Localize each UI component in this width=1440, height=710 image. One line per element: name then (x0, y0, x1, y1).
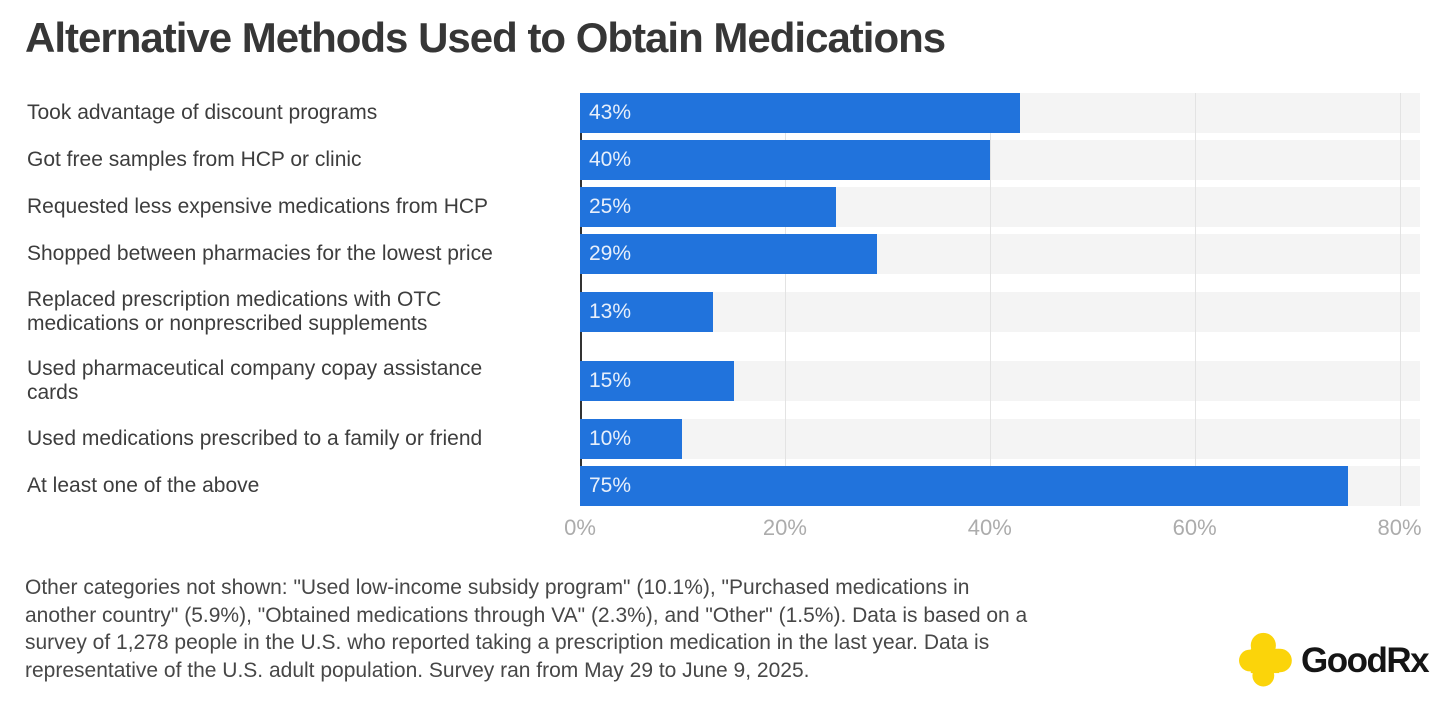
bar: 15% (580, 361, 734, 401)
bar: 43% (580, 93, 1021, 133)
footnote-line: another country" (5.9%), "Obtained medic… (25, 603, 1028, 627)
bar-track: 15% (580, 361, 1420, 401)
x-tick-label: 0% (564, 515, 596, 540)
bar-row: 29% (580, 234, 1420, 274)
category-label: Got free samples from HCP or clinic (27, 148, 362, 171)
category-label: Replaced prescription medications with O… (27, 288, 442, 335)
bar-row: 25% (580, 187, 1420, 227)
bar-value-label: 25% (589, 195, 632, 218)
bar-track: 40% (580, 140, 1420, 180)
category-label: Requested less expensive medications fro… (27, 195, 489, 218)
bar-value-label: 40% (589, 148, 632, 171)
x-tick-label: 40% (967, 515, 1012, 540)
bar: 25% (580, 187, 837, 227)
bar-track: 25% (580, 187, 1420, 227)
x-tick-label: 60% (1172, 515, 1217, 540)
category-label: Took advantage of discount programs (27, 101, 378, 124)
bar-row: 75% (580, 466, 1420, 506)
bar-row: 43% (580, 93, 1420, 133)
bar-track: 75% (580, 466, 1420, 506)
page-title: Alternative Methods Used to Obtain Medic… (25, 14, 946, 61)
bar-track: 10% (580, 419, 1420, 459)
footnote-line: Other categories not shown: "Used low-in… (25, 576, 970, 599)
bar: 29% (580, 234, 878, 274)
goodrx-cross-icon (1239, 632, 1292, 687)
bar-value-label: 29% (589, 242, 632, 265)
category-label: Used pharmaceutical company copay assist… (27, 357, 483, 404)
bar-row: 15% (580, 350, 1420, 412)
bar: 40% (580, 140, 990, 180)
bar-value-label: 43% (589, 101, 632, 124)
goodrx-logo: GoodRx (1238, 632, 1430, 689)
chart-grid: Took advantage of discount programs 43% Go… (25, 93, 1420, 506)
bar: 13% (580, 292, 714, 332)
footnote: Other categories not shown: "Used low-in… (25, 574, 1225, 684)
bar-value-label: 75% (589, 474, 632, 497)
x-axis: 0% 20% 40% 60% 80% (564, 515, 1422, 545)
bar-row: 10% (580, 419, 1420, 459)
bar-value-label: 15% (589, 369, 632, 392)
goodrx-logo-text: GoodRx (1301, 640, 1430, 680)
bar-chart: Took advantage of discount programs 43% Go… (25, 93, 1420, 506)
bar-row: 13% (580, 281, 1420, 343)
x-tick-label: 20% (762, 515, 807, 540)
category-label: Shopped between pharmacies for the lowes… (27, 242, 493, 265)
x-tick-label: 80% (1377, 515, 1422, 540)
footnote-line: representative of the U.S. adult populat… (25, 658, 810, 682)
bar: 75% (580, 466, 1349, 506)
bar-value-label: 13% (589, 300, 632, 323)
category-label: Used medications prescribed to a family … (27, 427, 483, 450)
footnote-line: survey of 1,278 people in the U.S. who r… (25, 631, 990, 654)
category-label: At least one of the above (27, 474, 260, 497)
bar-track: 43% (580, 93, 1420, 133)
bar-row: 40% (580, 140, 1420, 180)
bar-track: 13% (580, 292, 1420, 332)
bar-track: 29% (580, 234, 1420, 274)
bar: 10% (580, 419, 683, 459)
bar-value-label: 10% (589, 427, 632, 450)
